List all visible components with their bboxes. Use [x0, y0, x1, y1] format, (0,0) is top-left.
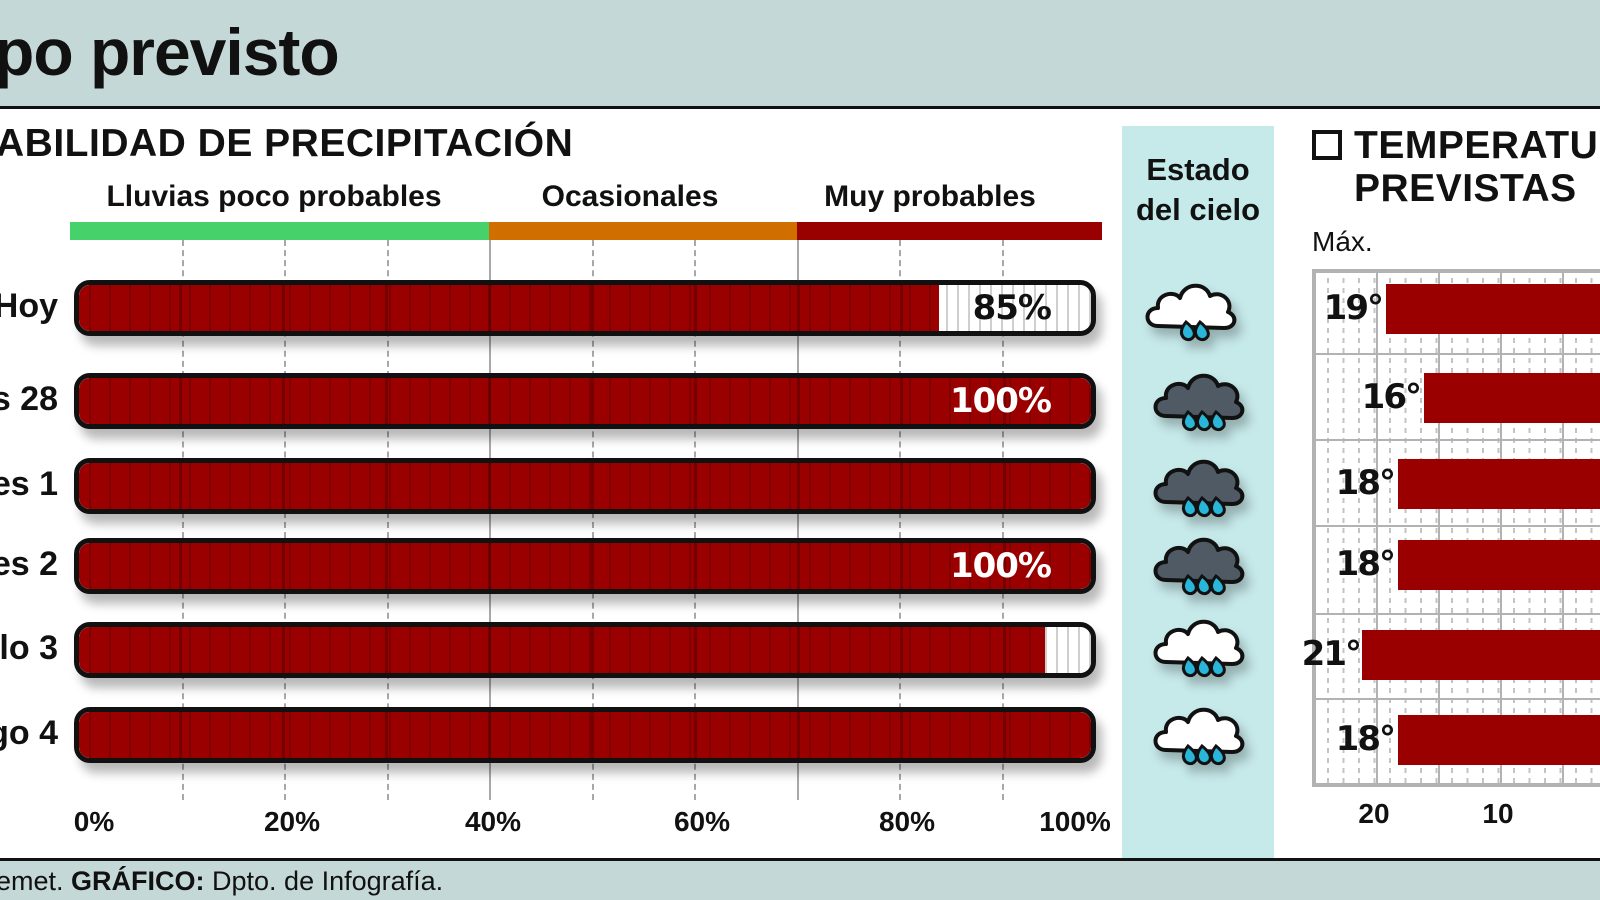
precip-bar-fill: [79, 378, 1091, 424]
temp-max-value: 18°: [1335, 719, 1396, 759]
precip-bar-fill: [79, 285, 940, 331]
x-axis-tick: 40%: [464, 806, 522, 837]
credits-department: Dpto. de Infografía.: [204, 866, 444, 896]
temp-max-value: 16°: [1361, 377, 1422, 417]
day-label: es 1: [0, 465, 58, 503]
category-band-unlikely: [70, 222, 489, 240]
precip-bar-fill: [79, 543, 1091, 589]
temperature-grid-dots: [1316, 273, 1600, 783]
dark-cloud-rain-icon: [1148, 446, 1248, 526]
gridline-30: [387, 240, 389, 800]
category-band-occasional: [489, 222, 797, 240]
temperature-title-line2: PREVISTAS: [1354, 167, 1577, 210]
temp-max-value: 19°: [1323, 288, 1384, 328]
temp-max-bar: [1398, 540, 1600, 590]
sky-title-line1: Estado: [1146, 152, 1250, 187]
day-label: go 4: [0, 714, 58, 752]
temp-max-bar: [1386, 284, 1600, 334]
dark-cloud-rain-icon: [1148, 360, 1248, 440]
light-cloud-rain-icon: [1148, 606, 1248, 686]
temp-max-value: 21°: [1301, 634, 1362, 674]
temp-axis-tick: 20: [1358, 798, 1390, 829]
day-label: lo 3: [0, 629, 58, 667]
sky-title-line2: del cielo: [1135, 192, 1261, 227]
light-cloud-rain-icon: [1148, 694, 1248, 774]
gridline-90: [1002, 240, 1004, 800]
category-label-unlikely: Lluvias poco probables: [106, 180, 442, 213]
temp-max-bar: [1398, 459, 1600, 509]
gridline-50: [592, 240, 594, 800]
legend-square-icon: [1312, 130, 1342, 160]
day-label: s 28: [0, 380, 58, 418]
gridline-20: [284, 240, 286, 800]
precip-bar-fill: [79, 712, 1091, 758]
precipitation-title: ABILIDAD DE PRECIPITACIÓN: [0, 122, 574, 165]
precip-bar-row: 85%: [74, 280, 1096, 336]
precip-bar-row: [74, 707, 1096, 763]
gridline-10: [182, 240, 184, 800]
day-label: Hoy: [0, 287, 58, 325]
max-label: Máx.: [1312, 226, 1373, 257]
precip-bar-fill: [79, 627, 1046, 673]
credits-source: emet.: [0, 866, 72, 896]
row-separator: [1312, 525, 1600, 527]
day-label: es 2: [0, 545, 58, 583]
category-label-likely: Muy probables: [824, 180, 1036, 213]
temperature-title-line1: TEMPERATU: [1354, 124, 1599, 167]
temp-max-bar: [1424, 373, 1600, 423]
precip-value-label: 100%: [949, 546, 1052, 586]
x-axis-tick: 80%: [878, 806, 936, 837]
temperature-title: TEMPERATU PREVISTAS: [1354, 124, 1598, 210]
temp-max-value: 18°: [1335, 544, 1396, 584]
credits-text: emet. GRÁFICO: Dpto. de Infografía.: [0, 866, 443, 897]
temp-max-value: 18°: [1335, 463, 1396, 503]
precip-bar-row: [74, 622, 1096, 678]
precip-bar-fill: [79, 463, 1091, 509]
header-band: [0, 0, 1600, 109]
x-axis-tick: 100%: [1039, 806, 1111, 837]
light-cloud-rain-icon: [1140, 270, 1240, 350]
precip-bar-row: [74, 458, 1096, 514]
dark-cloud-rain-icon: [1148, 524, 1248, 604]
temp-max-bar: [1398, 715, 1600, 765]
category-label-occasional: Ocasionales: [541, 180, 719, 213]
gridline-70: [797, 240, 799, 800]
precip-value-label: 85%: [972, 288, 1052, 328]
precip-bar-row: 100%: [74, 373, 1096, 429]
sky-state-title: Estado del cielo: [1122, 150, 1274, 230]
x-axis-tick: 0%: [73, 806, 115, 837]
temp-axis-tick: 10: [1482, 798, 1514, 829]
page-title: po previsto: [0, 15, 340, 89]
credits-graphic-label: GRÁFICO:: [71, 866, 205, 896]
footer-band: [0, 858, 1600, 900]
row-separator: [1312, 698, 1600, 700]
row-separator: [1312, 613, 1600, 615]
gridline-60: [694, 240, 696, 800]
row-separator: [1312, 439, 1600, 441]
gridline-40: [489, 240, 491, 800]
precip-value-label: 100%: [949, 381, 1052, 421]
temp-max-bar: [1362, 630, 1600, 680]
gridline-80: [899, 240, 901, 800]
row-separator: [1312, 353, 1600, 355]
precip-bar-row: 100%: [74, 538, 1096, 594]
x-axis-tick: 20%: [263, 806, 321, 837]
category-band-likely: [797, 222, 1102, 240]
x-axis-tick: 60%: [673, 806, 731, 837]
